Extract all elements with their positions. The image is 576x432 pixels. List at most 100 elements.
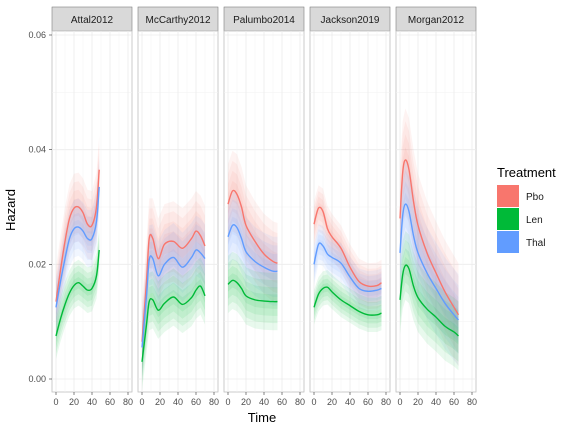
band-pbo — [56, 161, 100, 311]
panel-morgan2012: Morgan2012 0 20 40 60 80 — [395, 6, 477, 407]
x-tick-label: 20 — [69, 397, 79, 407]
band-len — [400, 239, 459, 362]
band-len — [142, 257, 205, 391]
band-thal — [228, 190, 278, 306]
band-len — [142, 278, 205, 369]
band-len — [56, 238, 100, 348]
band-thal — [314, 229, 382, 307]
band-thal — [142, 232, 205, 365]
band-pbo — [142, 221, 205, 352]
panel-jackson2019: Jackson2019 0 20 40 60 80 — [309, 6, 391, 407]
panel-palumbo2014: Palumbo2014 0 20 40 60 80 — [223, 6, 305, 407]
band-len — [400, 248, 459, 354]
band-len — [314, 270, 382, 332]
band-len — [228, 266, 278, 316]
band-pbo — [400, 121, 459, 354]
band-pbo — [142, 190, 205, 382]
x-tick-label: 60 — [191, 397, 201, 407]
band-pbo — [228, 150, 278, 304]
x-tick-label: 60 — [105, 397, 115, 407]
panel-strip-label: Jackson2019 — [321, 15, 380, 26]
band-thal — [142, 241, 205, 357]
x-tick-label: 0 — [139, 397, 144, 407]
x-tick-label: 40 — [87, 397, 97, 407]
legend-key-len — [497, 208, 519, 230]
panel-attal2012: Attal2012 0 20 40 60 80 — [51, 6, 133, 407]
legend-label-thal: Thal — [526, 238, 545, 249]
band-thal — [314, 239, 382, 297]
panel-strip — [51, 6, 133, 32]
x-tick-label: 80 — [467, 397, 477, 407]
x-tick-label: 80 — [295, 397, 305, 407]
y-axis: 0.00 0.02 0.04 0.06 — [28, 30, 52, 384]
band-thal — [314, 224, 382, 312]
legend: Treatment Pbo Len Thal — [497, 165, 556, 253]
confidence-bands — [56, 135, 100, 359]
band-pbo — [56, 143, 100, 328]
y-tick-label: 0.04 — [28, 145, 46, 155]
x-tick-label: 0 — [311, 397, 316, 407]
legend-key-thal — [497, 231, 519, 253]
panel-mccarthy2012: McCarthy2012 0 20 40 60 80 — [137, 6, 219, 407]
legend-key-pbo — [497, 185, 519, 207]
panel-strip-label: Palumbo2014 — [233, 15, 295, 26]
band-pbo — [314, 196, 382, 298]
series-line-thal — [141, 249, 206, 348]
series-line-len — [141, 285, 206, 362]
band-pbo — [142, 211, 205, 362]
panel-strip — [309, 6, 391, 32]
band-len — [142, 264, 205, 384]
band-len — [228, 258, 278, 324]
panel-strip — [137, 6, 219, 32]
band-len — [56, 244, 100, 342]
x-tick-label: 80 — [209, 397, 219, 407]
legend-label-pbo: Pbo — [526, 192, 544, 203]
x-tick-label: 20 — [155, 397, 165, 407]
x-tick-label: 20 — [413, 397, 423, 407]
x-tick-label: 40 — [173, 397, 183, 407]
band-thal — [56, 165, 100, 329]
x-tick-label: 20 — [327, 397, 337, 407]
y-axis-title: Hazard — [3, 189, 18, 231]
x-tick-label: 0 — [397, 397, 402, 407]
legend-title: Treatment — [497, 165, 556, 180]
band-len — [400, 231, 459, 371]
y-tick-label: 0.02 — [28, 259, 46, 269]
band-thal — [400, 169, 459, 355]
x-tick-label: 40 — [345, 397, 355, 407]
x-tick-label: 80 — [123, 397, 133, 407]
band-len — [228, 251, 278, 331]
x-tick-label: 60 — [277, 397, 287, 407]
x-tick-label: 0 — [53, 397, 58, 407]
band-len — [314, 282, 382, 320]
series-line-pbo — [141, 230, 206, 342]
band-pbo — [314, 190, 382, 304]
band-thal — [228, 199, 278, 298]
panel-strip — [223, 6, 305, 32]
legend-label-len: Len — [526, 215, 543, 226]
x-tick-label: 60 — [449, 397, 459, 407]
band-pbo — [400, 147, 459, 328]
band-pbo — [228, 160, 278, 294]
x-tick-label: 80 — [381, 397, 391, 407]
confidence-bands — [314, 185, 382, 332]
x-tick-label: 0 — [225, 397, 230, 407]
x-tick-label: 40 — [431, 397, 441, 407]
x-tick-label: 40 — [259, 397, 269, 407]
panel-strip-label: Attal2012 — [71, 15, 114, 26]
band-pbo — [142, 200, 205, 372]
band-pbo — [56, 135, 100, 336]
confidence-bands — [228, 150, 278, 331]
legend-entries: Pbo Len Thal — [497, 185, 545, 253]
band-len — [56, 227, 100, 359]
panel-strip-label: McCarthy2012 — [145, 15, 210, 26]
y-tick-label: 0.00 — [28, 374, 46, 384]
panel-strip-label: Morgan2012 — [408, 15, 465, 26]
x-tick-label: 20 — [241, 397, 251, 407]
band-pbo — [314, 202, 382, 292]
band-thal — [228, 216, 278, 280]
band-thal — [400, 192, 459, 332]
band-len — [400, 256, 459, 345]
